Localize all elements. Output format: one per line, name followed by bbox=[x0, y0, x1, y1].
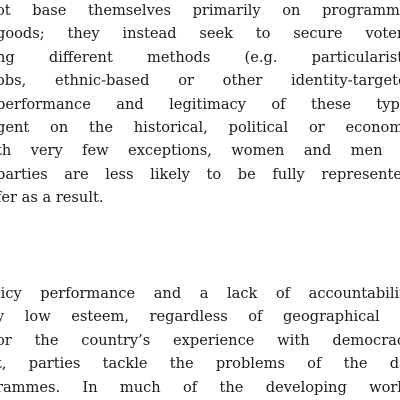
paragraph-2: licy performance and a lack of accountab… bbox=[0, 282, 400, 399]
text-line: or the country’s experience with democra… bbox=[0, 331, 400, 349]
text-line: licy performance and a lack of accountab… bbox=[0, 285, 400, 302]
text-line: fer as a result. bbox=[0, 189, 104, 207]
paragraph-1: ot base themselves primarily on programm… bbox=[0, 2, 400, 207]
text-line: ot base themselves primarily on programm… bbox=[0, 2, 400, 19]
text-line: y low esteem, regardless of geographical… bbox=[0, 308, 400, 326]
text-line: parties are less likely to be fully repr… bbox=[0, 165, 400, 183]
text-line: obs, ethnic-based or other identity-targ… bbox=[0, 72, 400, 90]
text-line: rammes. In much of the developing world, bbox=[0, 378, 400, 396]
text-line: t, parties tackle the problems of the da… bbox=[0, 355, 400, 373]
text-line: ng different methods (e.g. particularist… bbox=[0, 48, 400, 66]
text-line: performance and legitimacy of these type… bbox=[0, 95, 400, 113]
text-line: gent on the historical, political or eco… bbox=[0, 118, 400, 136]
text-line: goods; they instead seek to secure voter… bbox=[0, 25, 400, 43]
text-line: th very few exceptions, women and men in bbox=[0, 142, 400, 160]
